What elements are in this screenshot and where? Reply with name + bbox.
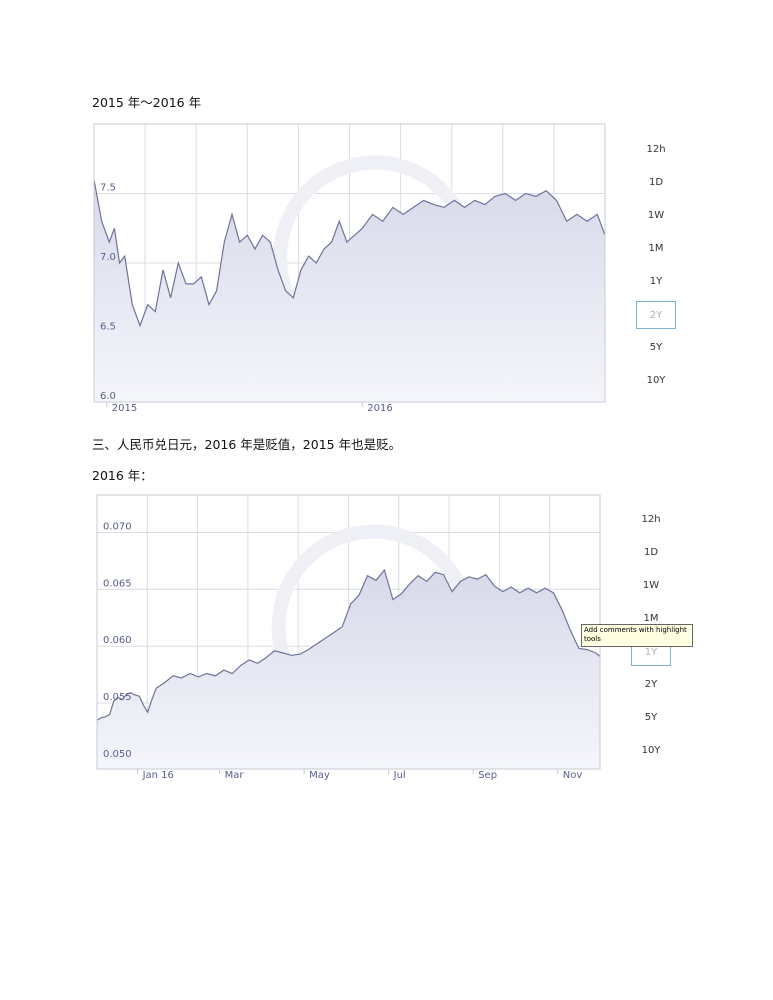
- range-button-10y[interactable]: 10Y: [641, 745, 661, 756]
- highlight-tooltip: Add comments with highlight tools: [581, 624, 693, 647]
- range-button-1y[interactable]: 1Y: [649, 276, 663, 287]
- y-tick-label: 6.0: [100, 391, 116, 402]
- x-tick-label: Jan 16: [142, 770, 174, 781]
- y-tick-label: 0.050: [103, 749, 132, 760]
- range-button-5y[interactable]: 5Y: [644, 712, 658, 723]
- range-button-2y[interactable]: 2Y: [636, 301, 676, 329]
- chart-svg-2015-2016[interactable]: 6.0 6.5 7.0 7.5 8.0 2015 2016: [92, 122, 608, 420]
- paragraph-rmb-jpy: 三、人民币兑日元，2016 年是贬值，2015 年也是贬。: [92, 437, 402, 452]
- chart-2016: 0.050 0.055 0.060 0.065 0.070 Jan 16 Mar May Jul…: [92, 493, 603, 783]
- x-tick-label: Mar: [225, 770, 245, 781]
- range-button-1w[interactable]: 1W: [642, 580, 660, 591]
- range-button-12h[interactable]: 12h: [646, 144, 666, 155]
- range-button-1d[interactable]: 1D: [643, 547, 659, 558]
- y-tick-label: 7.0: [100, 252, 116, 263]
- range-button-10y[interactable]: 10Y: [646, 375, 666, 386]
- range-button-1d[interactable]: 1D: [648, 177, 664, 188]
- y-tick-label: 0.060: [103, 635, 132, 646]
- y-tick-label: 0.065: [103, 578, 132, 589]
- series-area: [94, 179, 605, 402]
- chart-svg-2016[interactable]: 0.050 0.055 0.060 0.065 0.070 Jan 16 Mar May Jul…: [92, 493, 603, 783]
- range-button-2y[interactable]: 2Y: [644, 679, 658, 690]
- x-tick-label: Nov: [563, 770, 583, 781]
- series-line: [93, 179, 606, 328]
- range-button-5y[interactable]: 5Y: [649, 342, 663, 353]
- x-tick-label: 2015: [112, 403, 137, 414]
- range-button-1m[interactable]: 1M: [648, 243, 664, 254]
- heading-2015-2016: 2015 年～2016 年: [92, 95, 202, 110]
- y-tick-label: 0.055: [103, 692, 132, 703]
- range-button-1w[interactable]: 1W: [647, 210, 665, 221]
- x-tick-label: 2016: [367, 403, 392, 414]
- series-line: [96, 568, 601, 721]
- range-button-12h[interactable]: 12h: [641, 514, 661, 525]
- range-button-1m[interactable]: 1M: [643, 613, 659, 624]
- chart-2015-2016: 6.0 6.5 7.0 7.5 8.0 2015 2016: [92, 122, 608, 420]
- y-tick-label: 6.5: [100, 322, 116, 333]
- heading-2016: 2016 年：: [92, 468, 153, 483]
- series-area: [97, 570, 600, 769]
- x-tick-label: Sep: [478, 770, 497, 781]
- y-tick-label: 8.0: [100, 122, 116, 124]
- x-tick-label: May: [309, 770, 330, 781]
- x-tick-label: Jul: [393, 770, 406, 781]
- y-tick-label: 7.5: [100, 183, 116, 194]
- y-tick-label: 0.070: [103, 522, 132, 533]
